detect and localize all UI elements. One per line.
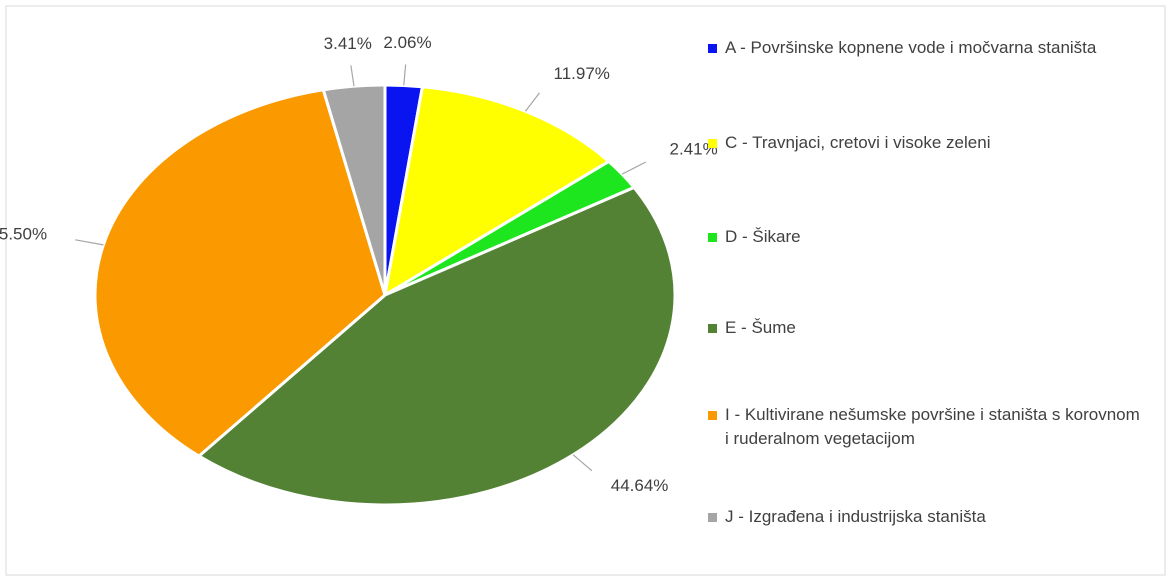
legend-swatch [708, 44, 717, 53]
pie-slice [321, 83, 387, 296]
legend-label: I - Kultivirane nešumske površine i stan… [725, 405, 1140, 448]
legend-item: A - Površinske kopnene vode i močvarna s… [708, 36, 1148, 60]
legend-item: C - Travnjaci, cretovi i visoke zeleni [708, 131, 1148, 155]
leader-line [572, 454, 593, 472]
data-label: 44.64% [611, 476, 669, 495]
data-label: 11.97% [554, 64, 610, 83]
pie-slice [196, 185, 677, 507]
legend-label: A - Površinske kopnene vode i močvarna s… [725, 38, 1097, 57]
legend-swatch [708, 513, 717, 522]
leader-line [350, 65, 355, 87]
leader-line [403, 64, 407, 86]
frame [5, 5, 1166, 576]
data-label: 2.06% [383, 33, 431, 52]
data-label: 35.50% [0, 224, 47, 243]
legend-swatch [708, 324, 717, 333]
legend-label: C - Travnjaci, cretovi i visoke zeleni [725, 133, 991, 152]
legend-item: I - Kultivirane nešumske površine i stan… [708, 403, 1148, 451]
leader-line [75, 239, 104, 246]
legend-swatch [708, 411, 717, 420]
leader-line [524, 92, 540, 112]
legend-swatch [708, 233, 717, 242]
legend-label: D - Šikare [725, 227, 801, 246]
legend-item: E - Šume [708, 316, 1148, 340]
leader-line [621, 161, 647, 175]
legend-label: E - Šume [725, 318, 796, 337]
pie-slice [93, 88, 387, 458]
legend-item: J - Izgrađena i industrijska staništa [708, 505, 1148, 529]
data-label: 2.41% [670, 139, 718, 158]
legend-swatch [708, 139, 717, 148]
legend-item: D - Šikare [708, 225, 1148, 249]
data-label: 3.41% [324, 34, 372, 53]
legend-label: J - Izgrađena i industrijska staništa [725, 507, 986, 526]
